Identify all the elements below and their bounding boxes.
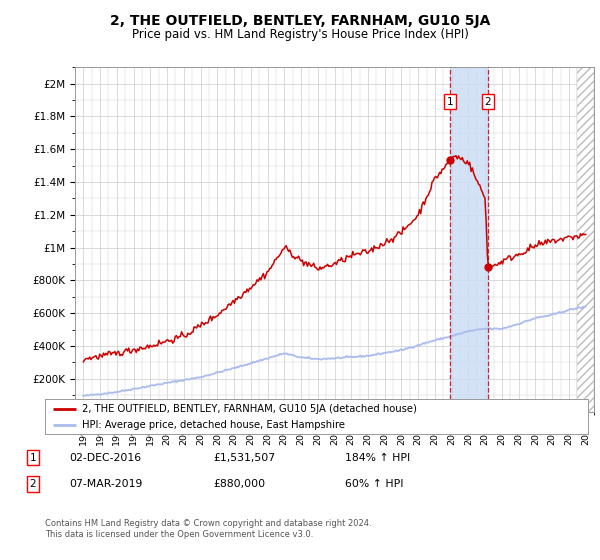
Text: 2, THE OUTFIELD, BENTLEY, FARNHAM, GU10 5JA: 2, THE OUTFIELD, BENTLEY, FARNHAM, GU10 … <box>110 14 490 28</box>
Text: £880,000: £880,000 <box>213 479 265 489</box>
Text: 02-DEC-2016: 02-DEC-2016 <box>69 452 141 463</box>
Text: 184% ↑ HPI: 184% ↑ HPI <box>345 452 410 463</box>
Text: Contains HM Land Registry data © Crown copyright and database right 2024.
This d: Contains HM Land Registry data © Crown c… <box>45 520 371 539</box>
Text: 2, THE OUTFIELD, BENTLEY, FARNHAM, GU10 5JA (detached house): 2, THE OUTFIELD, BENTLEY, FARNHAM, GU10 … <box>82 404 417 414</box>
Bar <box>577 67 594 412</box>
Bar <box>451 67 488 412</box>
Text: £1,531,507: £1,531,507 <box>213 452 275 463</box>
Text: Price paid vs. HM Land Registry's House Price Index (HPI): Price paid vs. HM Land Registry's House … <box>131 28 469 41</box>
Text: 2: 2 <box>29 479 37 489</box>
Text: 1: 1 <box>29 452 37 463</box>
Text: 07-MAR-2019: 07-MAR-2019 <box>69 479 142 489</box>
Text: 2: 2 <box>485 97 491 106</box>
Text: HPI: Average price, detached house, East Hampshire: HPI: Average price, detached house, East… <box>82 419 345 430</box>
Text: 60% ↑ HPI: 60% ↑ HPI <box>345 479 404 489</box>
Text: 1: 1 <box>447 97 454 106</box>
